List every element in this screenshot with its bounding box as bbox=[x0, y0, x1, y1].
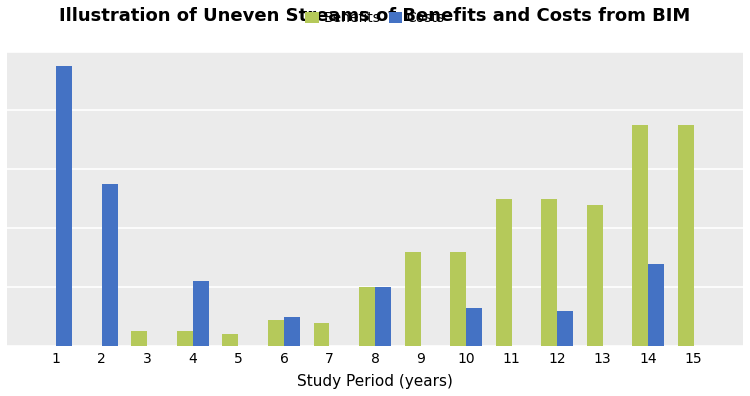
Bar bbox=[131, 331, 148, 346]
Bar bbox=[314, 323, 329, 346]
Bar bbox=[193, 281, 208, 346]
Bar bbox=[284, 317, 300, 346]
Bar bbox=[268, 320, 284, 346]
Bar bbox=[586, 205, 602, 346]
Bar bbox=[223, 334, 238, 346]
Bar bbox=[359, 287, 375, 346]
Bar bbox=[375, 287, 391, 346]
Bar bbox=[56, 66, 72, 346]
Bar bbox=[177, 331, 193, 346]
Bar bbox=[450, 252, 466, 346]
Legend: Benefits, Costs: Benefits, Costs bbox=[305, 11, 445, 25]
Bar bbox=[466, 308, 482, 346]
Bar bbox=[557, 311, 573, 346]
Bar bbox=[496, 199, 512, 346]
Title: Illustration of Uneven Streams of Benefits and Costs from BIM: Illustration of Uneven Streams of Benefi… bbox=[59, 7, 691, 25]
Bar bbox=[632, 125, 648, 346]
Bar bbox=[404, 252, 421, 346]
X-axis label: Study Period (years): Study Period (years) bbox=[297, 374, 453, 389]
Bar bbox=[648, 264, 664, 346]
Bar bbox=[542, 199, 557, 346]
Bar bbox=[678, 125, 694, 346]
Bar bbox=[102, 184, 118, 346]
